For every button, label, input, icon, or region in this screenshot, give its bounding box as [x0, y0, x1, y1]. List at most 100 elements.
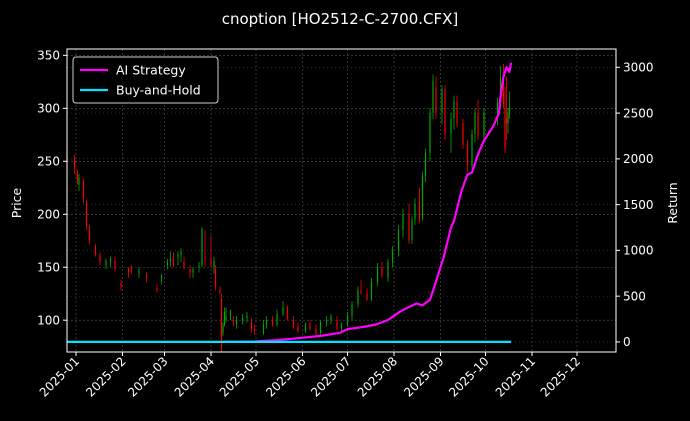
candle-body	[250, 322, 253, 329]
candlestick	[466, 140, 469, 172]
candlestick	[213, 256, 215, 274]
candlestick	[421, 171, 424, 221]
candle-body	[462, 123, 464, 145]
candle-body	[297, 326, 299, 331]
candlestick	[88, 224, 91, 244]
candle-body	[453, 101, 455, 119]
candle-body	[130, 267, 133, 270]
candlestick	[414, 198, 416, 225]
x-tick-label: 2025-12	[538, 354, 583, 399]
candle-body	[360, 290, 362, 293]
y-right-tick-label: 500	[623, 289, 646, 303]
candlestick	[297, 322, 299, 333]
candlestick	[76, 169, 79, 185]
candle-body	[357, 290, 359, 305]
legend-label-buy-and-hold: Buy-and-Hold	[116, 83, 201, 98]
candlestick	[504, 87, 506, 153]
candle-body	[114, 260, 116, 270]
candle-body	[496, 101, 499, 113]
candlestick	[204, 230, 206, 268]
candlestick	[222, 322, 224, 337]
candle-body	[397, 230, 400, 251]
candlestick	[183, 256, 185, 270]
candlestick	[180, 248, 182, 262]
candle-body	[507, 112, 509, 124]
y-axis-left-label: Price	[9, 187, 24, 218]
candlestick	[214, 265, 217, 291]
candlestick	[424, 148, 427, 183]
candlestick	[130, 265, 133, 274]
candlestick	[276, 309, 278, 327]
candlestick	[160, 273, 163, 285]
candle-body	[508, 106, 511, 113]
candle-body	[213, 260, 215, 268]
candlestick	[85, 199, 88, 231]
candlestick	[172, 252, 175, 268]
candlestick	[387, 258, 389, 283]
candle-body	[210, 258, 212, 266]
legend: AI Strategy Buy-and-Hold	[72, 56, 219, 104]
candle-body	[232, 320, 235, 323]
candle-body	[391, 250, 394, 262]
candlestick	[444, 85, 446, 141]
x-tick-label: 2025-09	[401, 354, 446, 399]
x-tick-label: 2025-05	[217, 354, 262, 399]
candlestick	[505, 76, 508, 141]
candle-body	[411, 219, 413, 240]
candle-body	[346, 315, 349, 325]
candlestick	[418, 187, 421, 223]
candlestick	[360, 279, 362, 295]
candlestick	[127, 267, 130, 278]
legend-box	[72, 56, 219, 104]
y-right-tick-label: 2500	[623, 106, 654, 120]
candlestick	[189, 265, 191, 278]
candle-body	[169, 258, 172, 262]
candlestick	[166, 258, 169, 270]
candle-body	[204, 256, 206, 259]
candle-body	[222, 324, 224, 333]
candle-body	[120, 283, 122, 287]
candle-body	[432, 80, 434, 113]
candle-body	[435, 87, 437, 113]
candle-body	[82, 180, 85, 199]
candle-body	[282, 307, 284, 314]
candle-body	[325, 320, 328, 323]
candlestick	[507, 108, 509, 134]
candle-body	[408, 214, 410, 241]
candlestick	[471, 129, 473, 172]
candle-body	[304, 324, 307, 331]
candle-body	[477, 112, 479, 136]
candle-body	[376, 267, 379, 283]
candlestick	[309, 320, 311, 331]
candlestick	[177, 251, 179, 266]
candle-body	[88, 226, 91, 240]
candle-body	[262, 324, 265, 333]
candle-body	[265, 320, 268, 325]
candle-body	[429, 112, 431, 153]
candlestick	[456, 95, 458, 128]
y-right-tick-label: 2000	[623, 152, 654, 166]
candlestick	[286, 305, 289, 321]
candlestick	[391, 246, 394, 268]
candle-body	[166, 261, 169, 266]
plot-frame	[66, 48, 617, 353]
candlestick	[330, 313, 332, 325]
candle-body	[241, 318, 244, 321]
candlestick	[315, 324, 317, 336]
candlestick	[156, 284, 158, 293]
candlestick	[271, 315, 274, 327]
candle-body	[105, 260, 107, 266]
candle-body	[127, 269, 130, 273]
candle-body	[456, 101, 458, 124]
candlestick	[397, 224, 400, 257]
candle-body	[198, 265, 200, 268]
ai-strategy-line	[221, 62, 513, 343]
candlestick	[99, 252, 101, 266]
candle-body	[505, 118, 508, 124]
candle-body	[351, 304, 353, 316]
candle-body	[246, 315, 248, 319]
candle-body	[444, 89, 446, 134]
candle-body	[109, 258, 112, 262]
candle-body	[220, 299, 223, 347]
candlestick	[210, 235, 212, 268]
